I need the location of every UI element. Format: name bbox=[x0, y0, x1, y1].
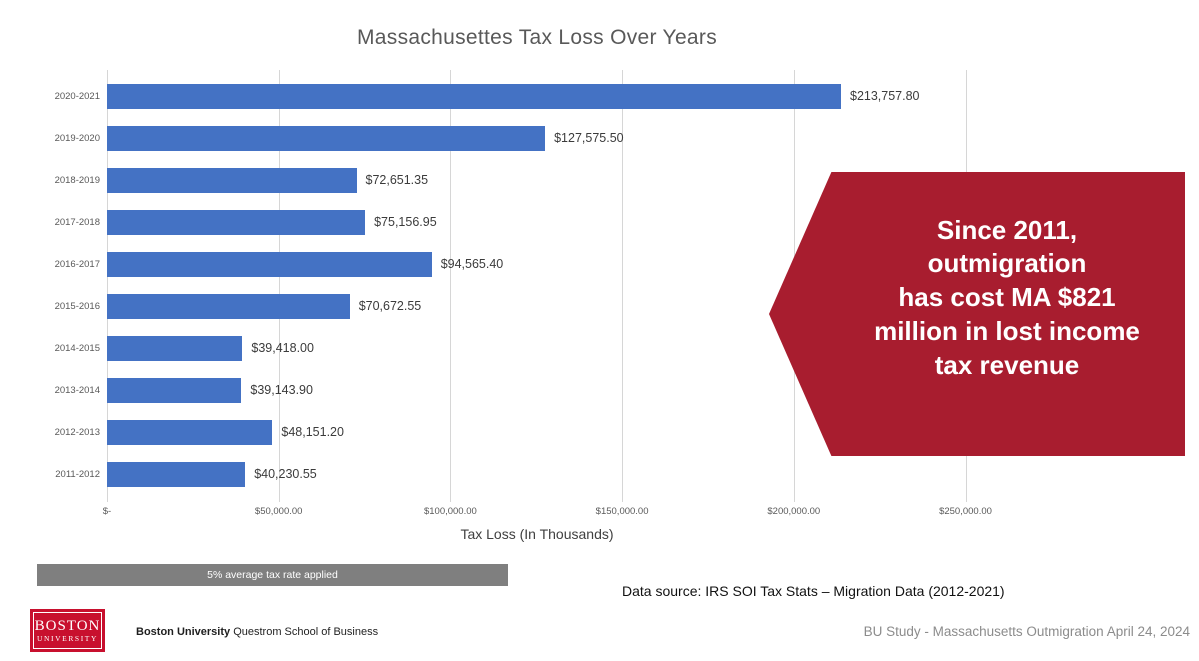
bu-logo-text-university: UNIVERSITY bbox=[37, 634, 98, 644]
callout-text: Since 2011, outmigration has cost MA $82… bbox=[835, 172, 1179, 456]
value-label: $70,672.55 bbox=[358, 299, 422, 313]
x-axis-tick-label: $- bbox=[102, 506, 112, 517]
category-label: 2020-2021 bbox=[54, 91, 100, 102]
category-label: 2016-2017 bbox=[54, 259, 100, 270]
bar-chart: $- $50,000.00 $100,000.00 $150,000.00 $200,0… bbox=[0, 70, 1199, 520]
value-label: $127,575.50 bbox=[554, 131, 624, 145]
bar bbox=[107, 84, 841, 109]
category-label: 2011-2012 bbox=[55, 469, 100, 480]
x-axis-tick-label: $100,000.00 bbox=[423, 506, 477, 517]
callout-line: outmigration bbox=[927, 248, 1087, 279]
callout-line: has cost MA $821 bbox=[898, 282, 1116, 313]
value-label: $213,757.80 bbox=[850, 89, 920, 103]
bu-logo: BOSTON UNIVERSITY bbox=[30, 609, 105, 652]
footer-affiliation: Boston University Questrom School of Bus… bbox=[136, 626, 378, 638]
bar bbox=[107, 336, 243, 361]
bu-logo-inner: BOSTON UNIVERSITY bbox=[33, 612, 102, 649]
value-label: $75,156.95 bbox=[374, 215, 437, 229]
value-label: $39,418.00 bbox=[251, 341, 314, 355]
category-label: 2015-2016 bbox=[54, 301, 100, 312]
bar bbox=[107, 462, 246, 487]
bar bbox=[107, 168, 357, 193]
category-label: 2018-2019 bbox=[54, 175, 100, 186]
callout-line: million in lost income bbox=[874, 315, 1140, 346]
gridline bbox=[622, 70, 624, 502]
value-label: $48,151.20 bbox=[281, 425, 344, 439]
category-label: 2013-2014 bbox=[54, 385, 100, 396]
value-label: $40,230.55 bbox=[254, 467, 317, 481]
footer-affiliation-bold: Boston University bbox=[136, 626, 231, 638]
data-source: Data source: IRS SOI Tax Stats – Migrati… bbox=[622, 583, 1005, 599]
category-label: 2012-2013 bbox=[54, 427, 100, 438]
category-label: 2019-2020 bbox=[54, 133, 100, 144]
x-axis-tick-label: $50,000.00 bbox=[254, 506, 303, 517]
x-axis-tick-label: $150,000.00 bbox=[595, 506, 649, 517]
callout-line: tax revenue bbox=[934, 349, 1080, 380]
category-label: 2014-2015 bbox=[54, 343, 100, 354]
tax-rate-note: 5% average tax rate applied bbox=[37, 564, 508, 586]
bar bbox=[107, 294, 350, 319]
x-axis-tick-label: $200,000.00 bbox=[767, 506, 821, 517]
value-label: $39,143.90 bbox=[250, 383, 313, 397]
category-label: 2017-2018 bbox=[54, 217, 100, 228]
x-axis-tick-label: $250,000.00 bbox=[939, 506, 992, 517]
bu-logo-text-boston: BOSTON bbox=[34, 617, 101, 634]
callout-arrow: Since 2011, outmigration has cost MA $82… bbox=[769, 172, 1185, 456]
bar bbox=[107, 210, 366, 235]
gridline bbox=[278, 70, 280, 502]
bar bbox=[107, 420, 273, 445]
x-axis-title: Tax Loss (In Thousands) bbox=[460, 526, 614, 542]
chart-title: Massachusettes Tax Loss Over Years bbox=[357, 26, 717, 49]
gridline bbox=[450, 70, 452, 502]
value-label: $94,565.40 bbox=[440, 257, 504, 271]
callout-line: Since 2011, bbox=[936, 214, 1078, 245]
value-label: $72,651.35 bbox=[365, 173, 429, 187]
bar bbox=[107, 252, 432, 277]
gridline bbox=[107, 70, 108, 502]
bar bbox=[107, 378, 242, 403]
bar bbox=[107, 126, 546, 151]
footer-affiliation-rest: Questrom School of Business bbox=[230, 626, 379, 638]
footer-study-label: BU Study - Massachusetts Outmigration Ap… bbox=[863, 624, 1190, 639]
